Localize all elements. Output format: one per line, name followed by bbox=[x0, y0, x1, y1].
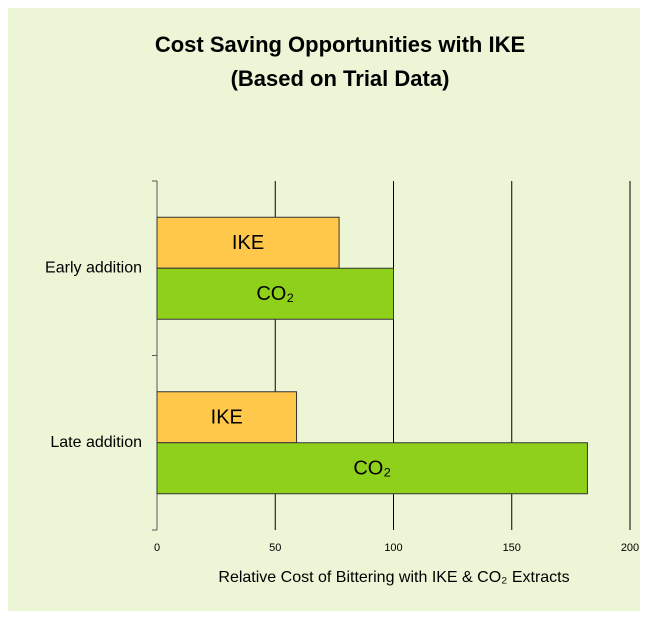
x-tick-label: 0 bbox=[154, 542, 160, 554]
bar bbox=[156, 267, 394, 320]
chart-title: Cost Saving Opportunities with IKE bbox=[155, 32, 525, 57]
x-axis-label: Relative Cost of Bittering with IKE & CO… bbox=[218, 569, 569, 586]
x-tick-label: 50 bbox=[269, 542, 281, 554]
y-tick-label: Late addition bbox=[50, 434, 142, 451]
chart-subtitle: (Based on Trial Data) bbox=[231, 66, 450, 91]
x-tick-label: 100 bbox=[384, 542, 402, 554]
bar-label: IKE bbox=[211, 407, 243, 429]
y-tick-label: Early addition bbox=[45, 259, 142, 276]
x-tick-label: 200 bbox=[621, 542, 639, 554]
bar bbox=[156, 391, 298, 444]
bar bbox=[156, 216, 340, 269]
bar-label: CO₂ bbox=[256, 283, 294, 305]
x-tick-label: 150 bbox=[503, 542, 521, 554]
bar-label: CO₂ bbox=[353, 458, 391, 480]
bar bbox=[156, 442, 588, 495]
bar-label: IKE bbox=[232, 232, 264, 254]
